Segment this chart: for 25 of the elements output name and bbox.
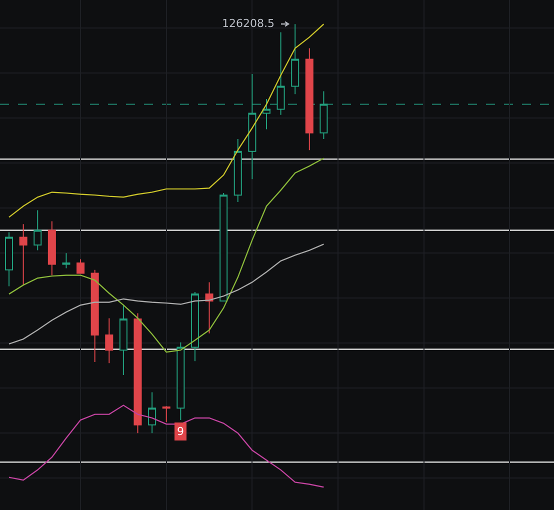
candlestick bbox=[291, 24, 300, 95]
candlestick bbox=[62, 252, 70, 269]
candlestick bbox=[105, 318, 114, 364]
annotation: 9 bbox=[177, 425, 184, 438]
candlestick bbox=[76, 258, 85, 274]
candlestick bbox=[234, 138, 242, 203]
candlestick bbox=[262, 98, 270, 130]
candlestick bbox=[205, 282, 214, 334]
candlestick bbox=[134, 312, 142, 434]
candlestick bbox=[305, 48, 314, 151]
candlestick bbox=[48, 220, 56, 276]
candlestick bbox=[190, 292, 199, 362]
candlestick bbox=[248, 74, 256, 180]
candlestick bbox=[5, 232, 14, 287]
candlestick bbox=[162, 406, 170, 423]
annotation: 126208.5 bbox=[222, 17, 274, 30]
candlestick bbox=[276, 32, 285, 116]
candlestick bbox=[148, 392, 156, 434]
candlestick bbox=[19, 224, 28, 286]
candlestick bbox=[90, 269, 99, 362]
candlestick bbox=[320, 90, 328, 140]
candlestick bbox=[119, 304, 128, 376]
candlestick bbox=[220, 192, 228, 302]
candlestick bbox=[176, 342, 185, 421]
candlestick bbox=[34, 210, 42, 251]
